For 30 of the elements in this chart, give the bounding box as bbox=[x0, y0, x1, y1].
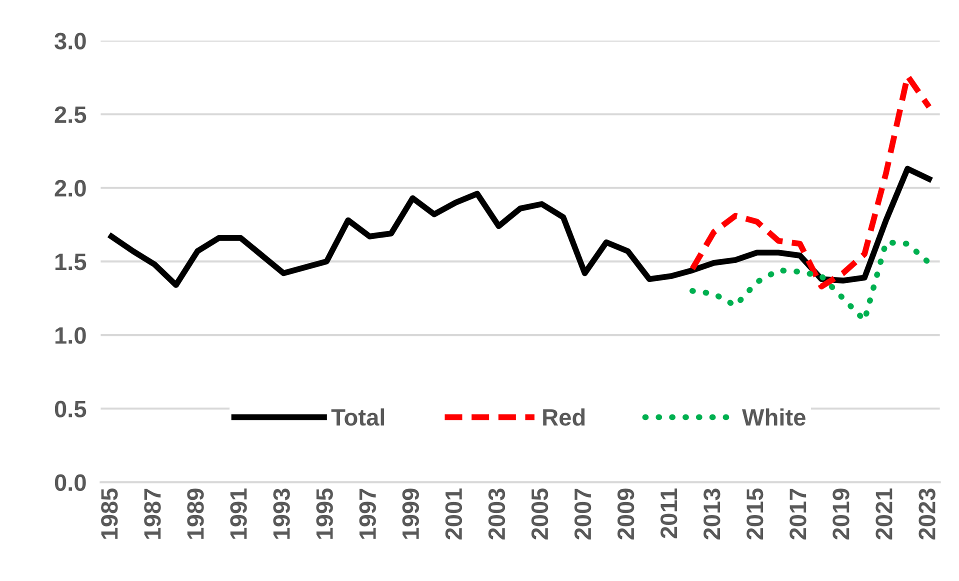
x-tick-label: 2015 bbox=[746, 488, 764, 540]
y-tick-label: 0.5 bbox=[54, 400, 86, 418]
x-tick-label: 1999 bbox=[402, 488, 420, 539]
x-tick-label: 1993 bbox=[273, 488, 290, 539]
x-tick-label: 2013 bbox=[704, 488, 720, 540]
y-tick-label: 0.0 bbox=[54, 474, 86, 492]
y-tick-label: 1.0 bbox=[55, 327, 86, 344]
x-tick-label: 2021 bbox=[876, 488, 892, 540]
x-tick-label: 2007 bbox=[574, 488, 592, 540]
x-tick-label: 2017 bbox=[790, 488, 806, 540]
x-tick-label: 1995 bbox=[316, 488, 333, 539]
legend-label: Total bbox=[331, 408, 384, 426]
y-tick-label: 1.5 bbox=[55, 254, 86, 270]
y-tick-label: 2.5 bbox=[54, 106, 86, 124]
x-tick-label: 1997 bbox=[359, 488, 376, 539]
x-tick-label: 2019 bbox=[832, 488, 850, 540]
x-tick-label: 2005 bbox=[531, 488, 548, 540]
x-tick-label: 2009 bbox=[617, 488, 634, 540]
x-tick-label: 2001 bbox=[445, 488, 462, 540]
x-tick-label: 1989 bbox=[187, 488, 204, 539]
x-tick-label: 2003 bbox=[488, 488, 506, 540]
y-tick-label: 3.0 bbox=[54, 32, 86, 50]
x-tick-label: 2023 bbox=[918, 488, 936, 540]
x-tick-label: 1991 bbox=[230, 488, 247, 539]
legend-label: Red bbox=[543, 408, 585, 426]
x-tick-label: 2011 bbox=[660, 488, 678, 538]
x-tick-label: 1987 bbox=[144, 488, 161, 539]
x-tick-label: 1985 bbox=[101, 488, 118, 539]
legend-label: White bbox=[742, 408, 806, 426]
y-tick-label: 2.0 bbox=[54, 180, 86, 197]
